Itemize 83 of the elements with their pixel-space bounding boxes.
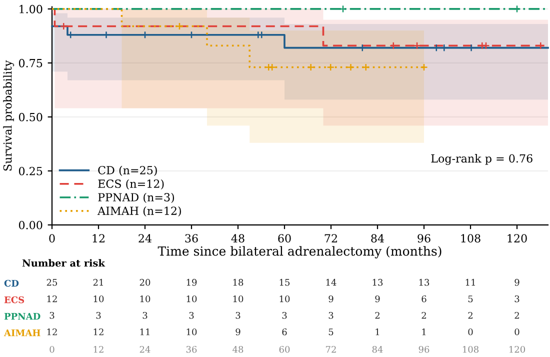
data-label: 3 [96, 312, 101, 319]
x-tick-label: 0 [50, 346, 54, 353]
data-label: 20 [140, 278, 150, 286]
data-label: 14 [326, 278, 336, 286]
data-label: 5 [468, 296, 473, 302]
x-tick-label: 48 [231, 234, 244, 243]
data-label: 9 [375, 295, 380, 302]
data-label: 2 [514, 312, 519, 319]
x-tick-label: 12 [92, 234, 104, 242]
data-label: 10 [140, 295, 150, 302]
data-label: 10 [94, 295, 104, 302]
data-label: 3 [50, 312, 54, 319]
y-tick-label: AIMAH [4, 330, 40, 336]
data-label: 11 [466, 278, 475, 286]
data-label: 5 [328, 328, 334, 336]
y-tick-label: CD [4, 280, 19, 287]
x-tick-label: 84 [371, 234, 384, 243]
data-label: 10 [186, 295, 197, 302]
y-tick-label: ECS [4, 296, 24, 304]
data-label: 21 [93, 278, 103, 286]
x-tick-label: 60 [279, 346, 290, 353]
data-label: 11 [140, 328, 150, 336]
data-label: 13 [372, 278, 383, 286]
data-label: 3 [142, 312, 148, 319]
data-label: 3 [328, 312, 334, 319]
data-label: 10 [280, 295, 290, 302]
data-label: 1 [376, 328, 380, 336]
data-label: 3 [189, 312, 194, 319]
y-tick-label: 0.75 [18, 58, 42, 68]
data-label: 10 [233, 295, 244, 302]
x-tick-label: 24 [140, 346, 150, 353]
data-label: 3 [236, 312, 240, 319]
x-tick-label: 12 [94, 346, 104, 353]
x-tick-label: 108 [462, 346, 479, 353]
data-label: 2 [468, 312, 472, 319]
x-tick-label: 60 [278, 234, 291, 243]
legend-label: ECS (n=12) [98, 179, 164, 190]
x-tick-label: 48 [232, 346, 244, 353]
x-tick-label: 96 [418, 234, 430, 243]
data-label: 1 [422, 328, 426, 336]
data-label: 25 [46, 278, 58, 286]
data-label: 3 [514, 295, 520, 302]
chart-title: Number at risk [22, 259, 106, 267]
data-label: 6 [282, 328, 287, 336]
y-tick-label: 1.00 [20, 4, 42, 14]
y-tick-label: 0.00 [18, 220, 42, 230]
data-label: 0 [514, 328, 520, 336]
data-label: 18 [233, 278, 244, 286]
x-tick-label: 0 [49, 234, 55, 243]
data-label: 19 [186, 278, 197, 286]
x-tick-label: 24 [138, 234, 152, 242]
x-tick-label: 36 [185, 234, 198, 243]
data-label: 12 [94, 328, 104, 336]
y-tick-label: PPNAD [4, 313, 40, 320]
data-label: 12 [47, 328, 57, 336]
x-tick-label: 72 [326, 346, 336, 353]
data-label: 9 [236, 328, 240, 336]
data-label: 0 [468, 328, 473, 336]
data-label: 9 [328, 295, 334, 302]
x-tick-label: 84 [372, 346, 383, 353]
x-axis-title: Time since bilateral adrenalectomy (months) [158, 246, 442, 258]
y-tick-label: 0.50 [18, 112, 42, 122]
data-label: 2 [375, 312, 380, 319]
x-tick-label: 72 [324, 234, 337, 242]
data-label: 13 [419, 278, 430, 286]
y-axis-title: Survival probability [3, 60, 14, 171]
x-tick-label: 108 [461, 234, 480, 243]
x-tick-label: 120 [508, 234, 527, 243]
legend-label: AIMAH (n=12) [97, 206, 181, 217]
legend-label: CD (n=25) [98, 166, 157, 176]
y-tick-label: 0.25 [18, 166, 42, 176]
data-label: 15 [280, 278, 290, 286]
data-label: 3 [282, 312, 287, 319]
data-label: 6 [422, 295, 426, 302]
annotation: Log-rank p = 0.76 [431, 154, 532, 165]
x-tick-label: 36 [186, 346, 197, 353]
data-label: 2 [422, 312, 426, 319]
data-label: 9 [514, 278, 520, 286]
data-label: 12 [47, 295, 57, 302]
data-label: 10 [186, 328, 197, 336]
legend-label: PPNAD (n=3) [98, 192, 174, 204]
x-tick-label: 96 [418, 346, 430, 353]
x-tick-label: 120 [509, 346, 526, 353]
